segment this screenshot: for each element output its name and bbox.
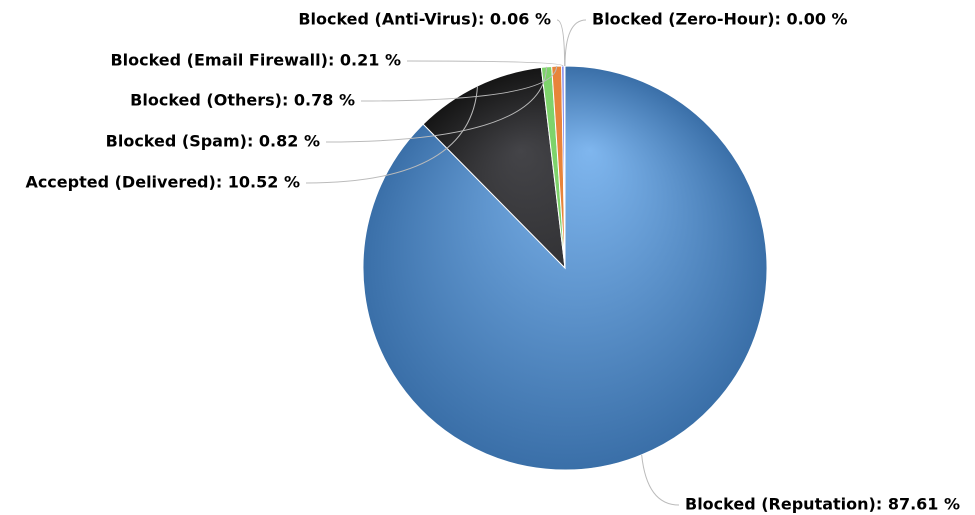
connector [556,19,566,67]
slice-label: Blocked (Reputation): 87.61 % [685,495,960,514]
connector [360,66,558,102]
connector [305,85,479,184]
connector [564,19,587,67]
slice-label: Blocked (Zero-Hour): 0.00 % [592,10,848,29]
connector [406,60,564,67]
slice-label: Blocked (Spam): 0.82 % [106,132,320,151]
slice-label: Blocked (Others): 0.78 % [130,91,355,110]
connector [641,454,680,506]
slice-label: Blocked (Anti-Virus): 0.06 % [298,10,551,29]
slice-label: Accepted (Delivered): 10.52 % [25,173,300,192]
slice-label: Blocked (Email Firewall): 0.21 % [110,51,401,70]
connector [325,66,547,143]
